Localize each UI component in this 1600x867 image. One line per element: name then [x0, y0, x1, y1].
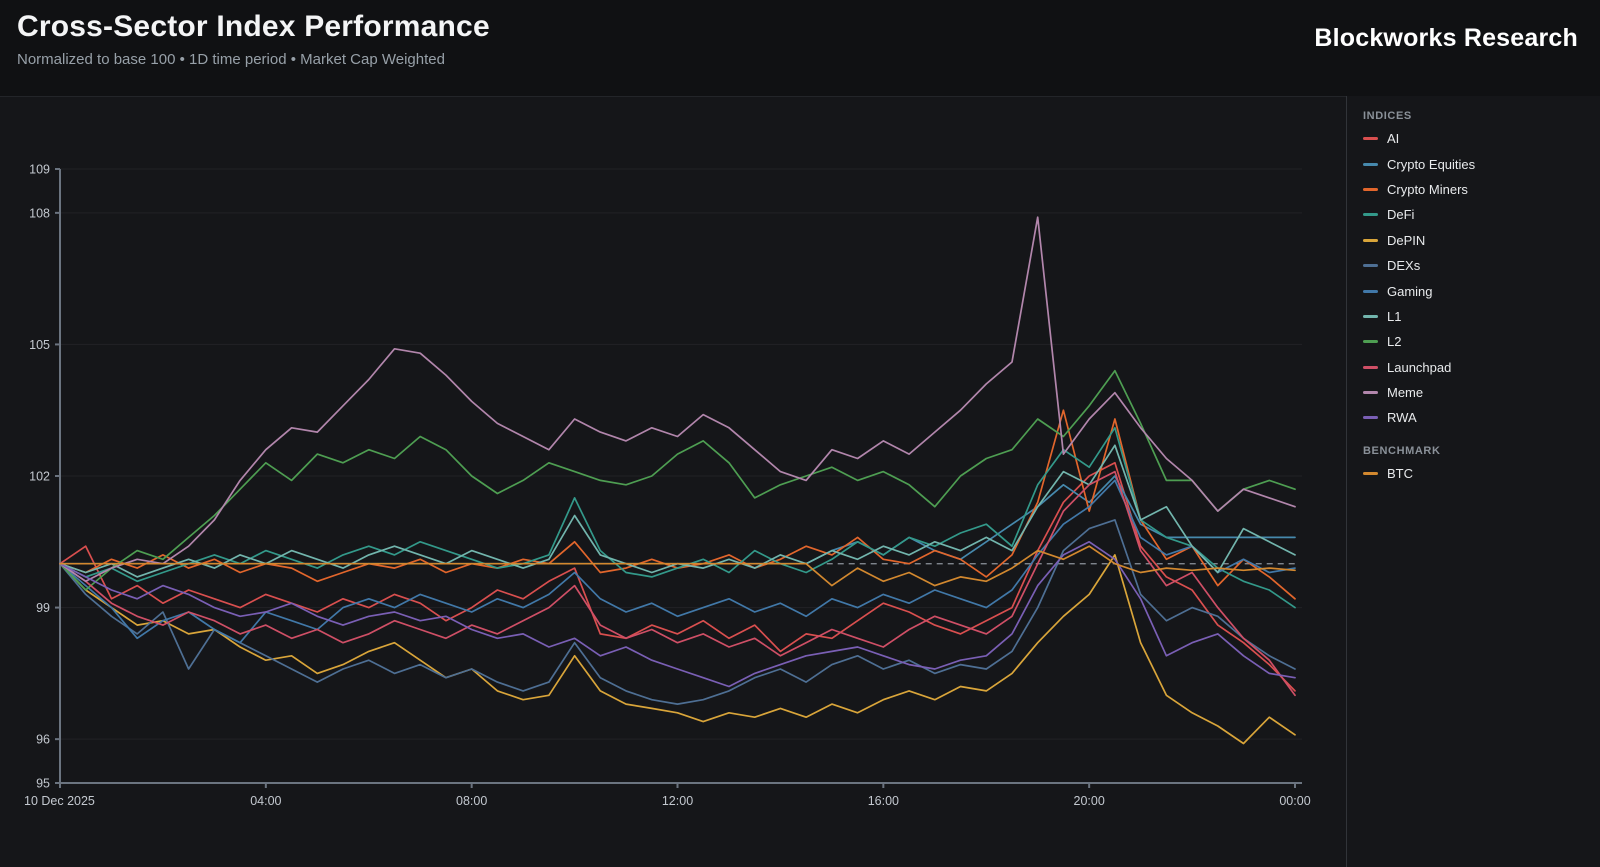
legend-item-defi[interactable]: DeFi — [1347, 202, 1600, 227]
legend-benchmark-list: BTC — [1347, 461, 1600, 486]
x-tick-label-10 Dec 2025: 10 Dec 2025 — [24, 794, 95, 808]
legend-item-crypto-equities[interactable]: Crypto Equities — [1347, 151, 1600, 176]
x-tick-label-08:00: 08:00 — [456, 794, 487, 808]
legend-benchmark-header: BENCHMARK — [1363, 444, 1441, 457]
series-line-dexs — [59, 519, 1296, 705]
page-subtitle: Normalized to base 100 • 1D time period … — [17, 51, 445, 68]
series-line-defi — [59, 426, 1296, 609]
series-line-btc — [59, 545, 1296, 587]
legend-item-ai[interactable]: AI — [1347, 126, 1600, 151]
series-line-rwa — [59, 540, 1296, 688]
legend-swatch-icon — [1363, 289, 1378, 293]
legend-item-label: Meme — [1387, 385, 1424, 401]
legend-item-crypto-miners[interactable]: Crypto Miners — [1347, 177, 1600, 202]
legend-item-label: L1 — [1387, 308, 1402, 324]
legend-swatch-icon — [1363, 213, 1378, 217]
y-tick-label-99: 99 — [36, 601, 50, 615]
legend-item-label: DeFi — [1387, 207, 1415, 223]
legend-item-meme[interactable]: Meme — [1347, 380, 1600, 405]
legend-swatch-icon — [1363, 340, 1378, 344]
legend-item-gaming[interactable]: Gaming — [1347, 278, 1600, 303]
y-tick-label-109: 109 — [29, 163, 50, 177]
legend-swatch-icon — [1363, 264, 1378, 268]
y-tick-label-108: 108 — [29, 206, 50, 220]
legend-indices-list: AI Crypto Equities Crypto Miners DeFi DePIN D… — [1347, 126, 1600, 431]
legend-indices-header: INDICES — [1363, 110, 1412, 122]
legend-item-launchpad[interactable]: Launchpad — [1347, 355, 1600, 380]
legend-item-label: Crypto Equities — [1387, 156, 1476, 172]
legend-swatch-icon — [1363, 416, 1378, 420]
legend-swatch-icon — [1363, 471, 1378, 475]
series-line-l2 — [59, 369, 1296, 591]
legend-swatch-icon — [1363, 187, 1378, 191]
legend-item-label: Gaming — [1387, 283, 1433, 299]
y-tick-label-95: 95 — [36, 777, 50, 791]
y-tick-label-102: 102 — [29, 470, 50, 484]
series-line-ai — [59, 461, 1296, 692]
legend-item-label: DePIN — [1387, 232, 1426, 248]
legend-item-btc[interactable]: BTC — [1347, 461, 1600, 486]
y-tick-label-105: 105 — [29, 338, 50, 352]
page-title: Cross-Sector Index Performance — [17, 10, 490, 43]
series-line-depin — [59, 554, 1296, 745]
legend-item-label: BTC — [1387, 465, 1413, 481]
x-tick-label-12:00: 12:00 — [662, 794, 693, 808]
legend-item-depin[interactable]: DePIN — [1347, 228, 1600, 253]
legend-item-label: L2 — [1387, 334, 1402, 350]
legend-swatch-icon — [1363, 314, 1378, 318]
brand-logo: Blockworks Research — [1314, 24, 1578, 52]
x-tick-label-04:00: 04:00 — [250, 794, 281, 808]
performance-chart: 95 96 99 102 105 108 109 10 Dec 2025 04:00 08:00 1… — [24, 163, 1311, 809]
legend-item-label: DEXs — [1387, 258, 1421, 274]
legend-item-label: AI — [1387, 131, 1400, 147]
series-line-crypto-miners — [59, 409, 1296, 600]
legend-swatch-icon — [1363, 238, 1378, 242]
legend-item-label: Launchpad — [1387, 359, 1452, 375]
series-line-meme — [59, 216, 1296, 583]
legend-swatch-icon — [1363, 162, 1378, 166]
legend-panel: INDICES AI Crypto Equities Crypto Miners De… — [1346, 96, 1600, 867]
legend-swatch-icon — [1363, 391, 1378, 395]
chart-header: Cross-Sector Index Performance Normalize… — [0, 0, 1600, 96]
legend-item-rwa[interactable]: RWA — [1347, 405, 1600, 430]
legend-item-l2[interactable]: L2 — [1347, 329, 1600, 354]
series-line-launchpad — [59, 470, 1296, 697]
legend-item-label: RWA — [1387, 410, 1417, 426]
series-line-crypto-equities — [59, 475, 1296, 565]
legend-item-l1[interactable]: L1 — [1347, 304, 1600, 329]
legend-item-dexs[interactable]: DEXs — [1347, 253, 1600, 278]
legend-swatch-icon — [1363, 137, 1378, 141]
legend-swatch-icon — [1363, 365, 1378, 369]
x-tick-label-20:00: 20:00 — [1074, 794, 1105, 808]
y-tick-label-96: 96 — [36, 733, 50, 747]
legend-item-label: Crypto Miners — [1387, 181, 1468, 197]
x-tick-label-00:00: 00:00 — [1279, 794, 1310, 808]
x-tick-label-16:00: 16:00 — [868, 794, 899, 808]
chart-panel: 95 96 99 102 105 108 109 10 Dec 2025 04:00 08:00 1… — [0, 96, 1600, 867]
